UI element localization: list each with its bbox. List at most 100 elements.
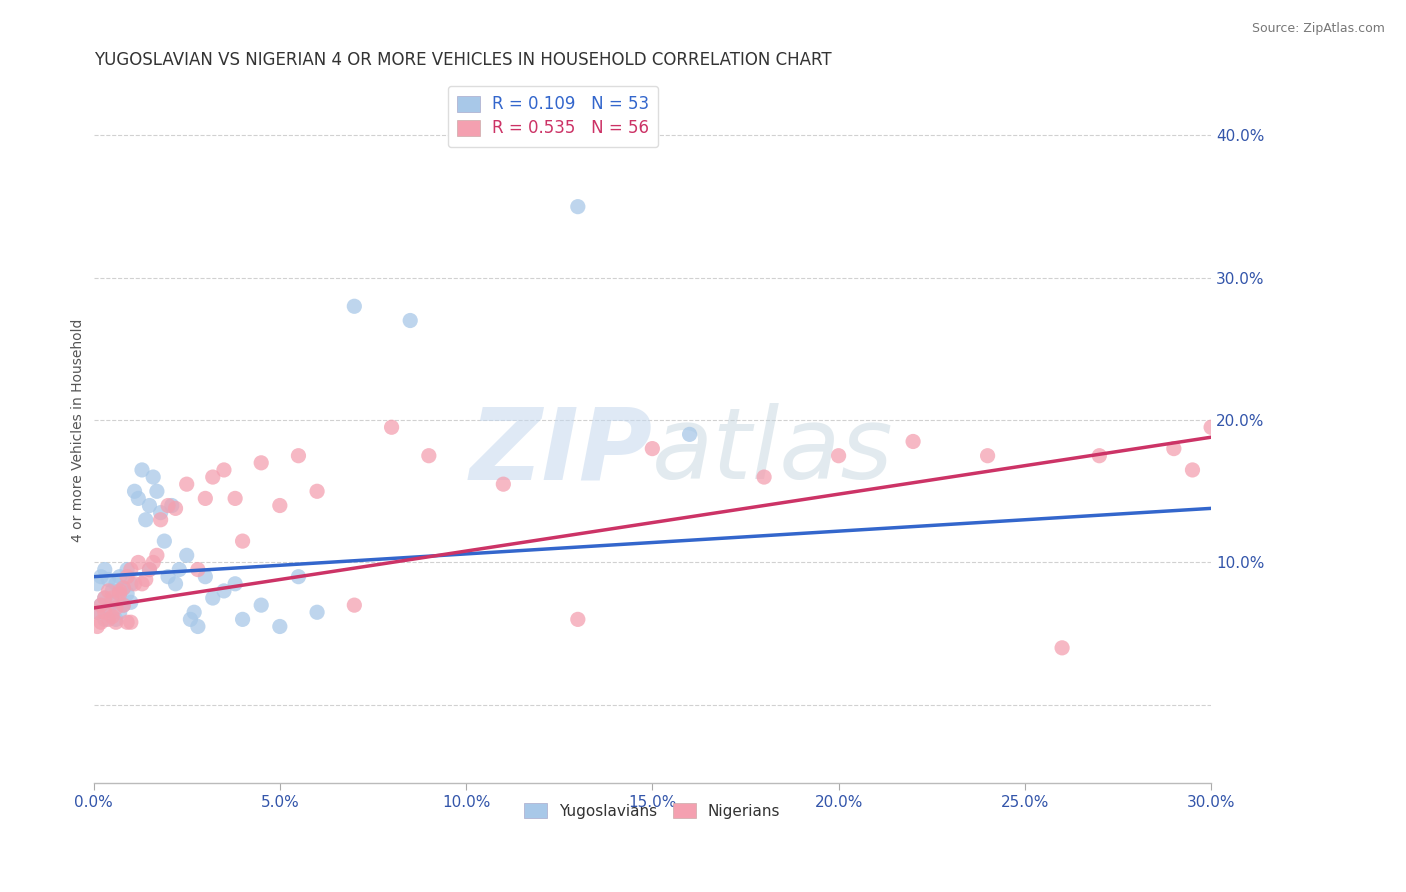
Point <box>250 456 273 470</box>
Point <box>86 605 108 619</box>
Point <box>120 615 142 630</box>
Point <box>108 587 131 601</box>
Point <box>112 581 135 595</box>
Point <box>138 563 160 577</box>
Point <box>112 598 135 612</box>
Point <box>1050 640 1073 655</box>
Point <box>976 449 998 463</box>
Point <box>112 598 135 612</box>
Point <box>104 612 127 626</box>
Point <box>201 591 224 605</box>
Point <box>97 601 120 615</box>
Point <box>94 612 117 626</box>
Point <box>97 612 120 626</box>
Point <box>1163 442 1185 456</box>
Point <box>1181 463 1204 477</box>
Point <box>418 449 440 463</box>
Point <box>160 499 183 513</box>
Point <box>131 576 153 591</box>
Point <box>201 470 224 484</box>
Point <box>94 605 117 619</box>
Point <box>131 463 153 477</box>
Point <box>307 605 329 619</box>
Point <box>124 576 146 591</box>
Point <box>153 534 176 549</box>
Point <box>142 556 165 570</box>
Point <box>678 427 700 442</box>
Point <box>108 605 131 619</box>
Point <box>127 556 149 570</box>
Point <box>146 549 169 563</box>
Point <box>1199 420 1222 434</box>
Point <box>108 587 131 601</box>
Point <box>94 591 117 605</box>
Point <box>86 619 108 633</box>
Point <box>115 570 138 584</box>
Point <box>149 506 172 520</box>
Point <box>187 563 209 577</box>
Text: atlas: atlas <box>652 403 894 500</box>
Point <box>135 513 157 527</box>
Point <box>224 576 246 591</box>
Point <box>343 598 366 612</box>
Point <box>1088 449 1111 463</box>
Point <box>97 583 120 598</box>
Point <box>146 484 169 499</box>
Point <box>212 583 235 598</box>
Point <box>399 313 422 327</box>
Point <box>343 299 366 313</box>
Point <box>97 573 120 587</box>
Point <box>90 615 112 630</box>
Point <box>120 595 142 609</box>
Point <box>232 612 254 626</box>
Point <box>120 576 142 591</box>
Point <box>269 619 291 633</box>
Point <box>381 420 404 434</box>
Point <box>232 534 254 549</box>
Point <box>135 573 157 587</box>
Point <box>90 598 112 612</box>
Point <box>90 570 112 584</box>
Point <box>101 583 124 598</box>
Point <box>108 583 131 598</box>
Point <box>86 605 108 619</box>
Point <box>567 612 589 626</box>
Point <box>115 587 138 601</box>
Point <box>250 598 273 612</box>
Point <box>142 470 165 484</box>
Point <box>176 549 198 563</box>
Point <box>287 570 309 584</box>
Point <box>124 484 146 499</box>
Point <box>224 491 246 506</box>
Point <box>179 612 201 626</box>
Point <box>104 601 127 615</box>
Point <box>127 491 149 506</box>
Point <box>115 615 138 630</box>
Point <box>104 576 127 591</box>
Y-axis label: 4 or more Vehicles in Household: 4 or more Vehicles in Household <box>72 319 86 542</box>
Point <box>187 619 209 633</box>
Point <box>94 591 117 605</box>
Point <box>90 598 112 612</box>
Point <box>86 576 108 591</box>
Text: Source: ZipAtlas.com: Source: ZipAtlas.com <box>1251 22 1385 36</box>
Point <box>157 570 180 584</box>
Point <box>287 449 309 463</box>
Legend: Yugoslavians, Nigerians: Yugoslavians, Nigerians <box>519 797 786 825</box>
Point <box>138 499 160 513</box>
Point <box>176 477 198 491</box>
Point <box>269 499 291 513</box>
Point <box>167 563 190 577</box>
Point <box>115 563 138 577</box>
Point <box>108 570 131 584</box>
Point <box>101 591 124 605</box>
Point <box>567 200 589 214</box>
Point <box>194 570 217 584</box>
Point <box>120 563 142 577</box>
Point <box>157 499 180 513</box>
Point <box>212 463 235 477</box>
Point <box>104 615 127 630</box>
Point <box>641 442 664 456</box>
Point <box>149 513 172 527</box>
Text: ZIP: ZIP <box>470 403 652 500</box>
